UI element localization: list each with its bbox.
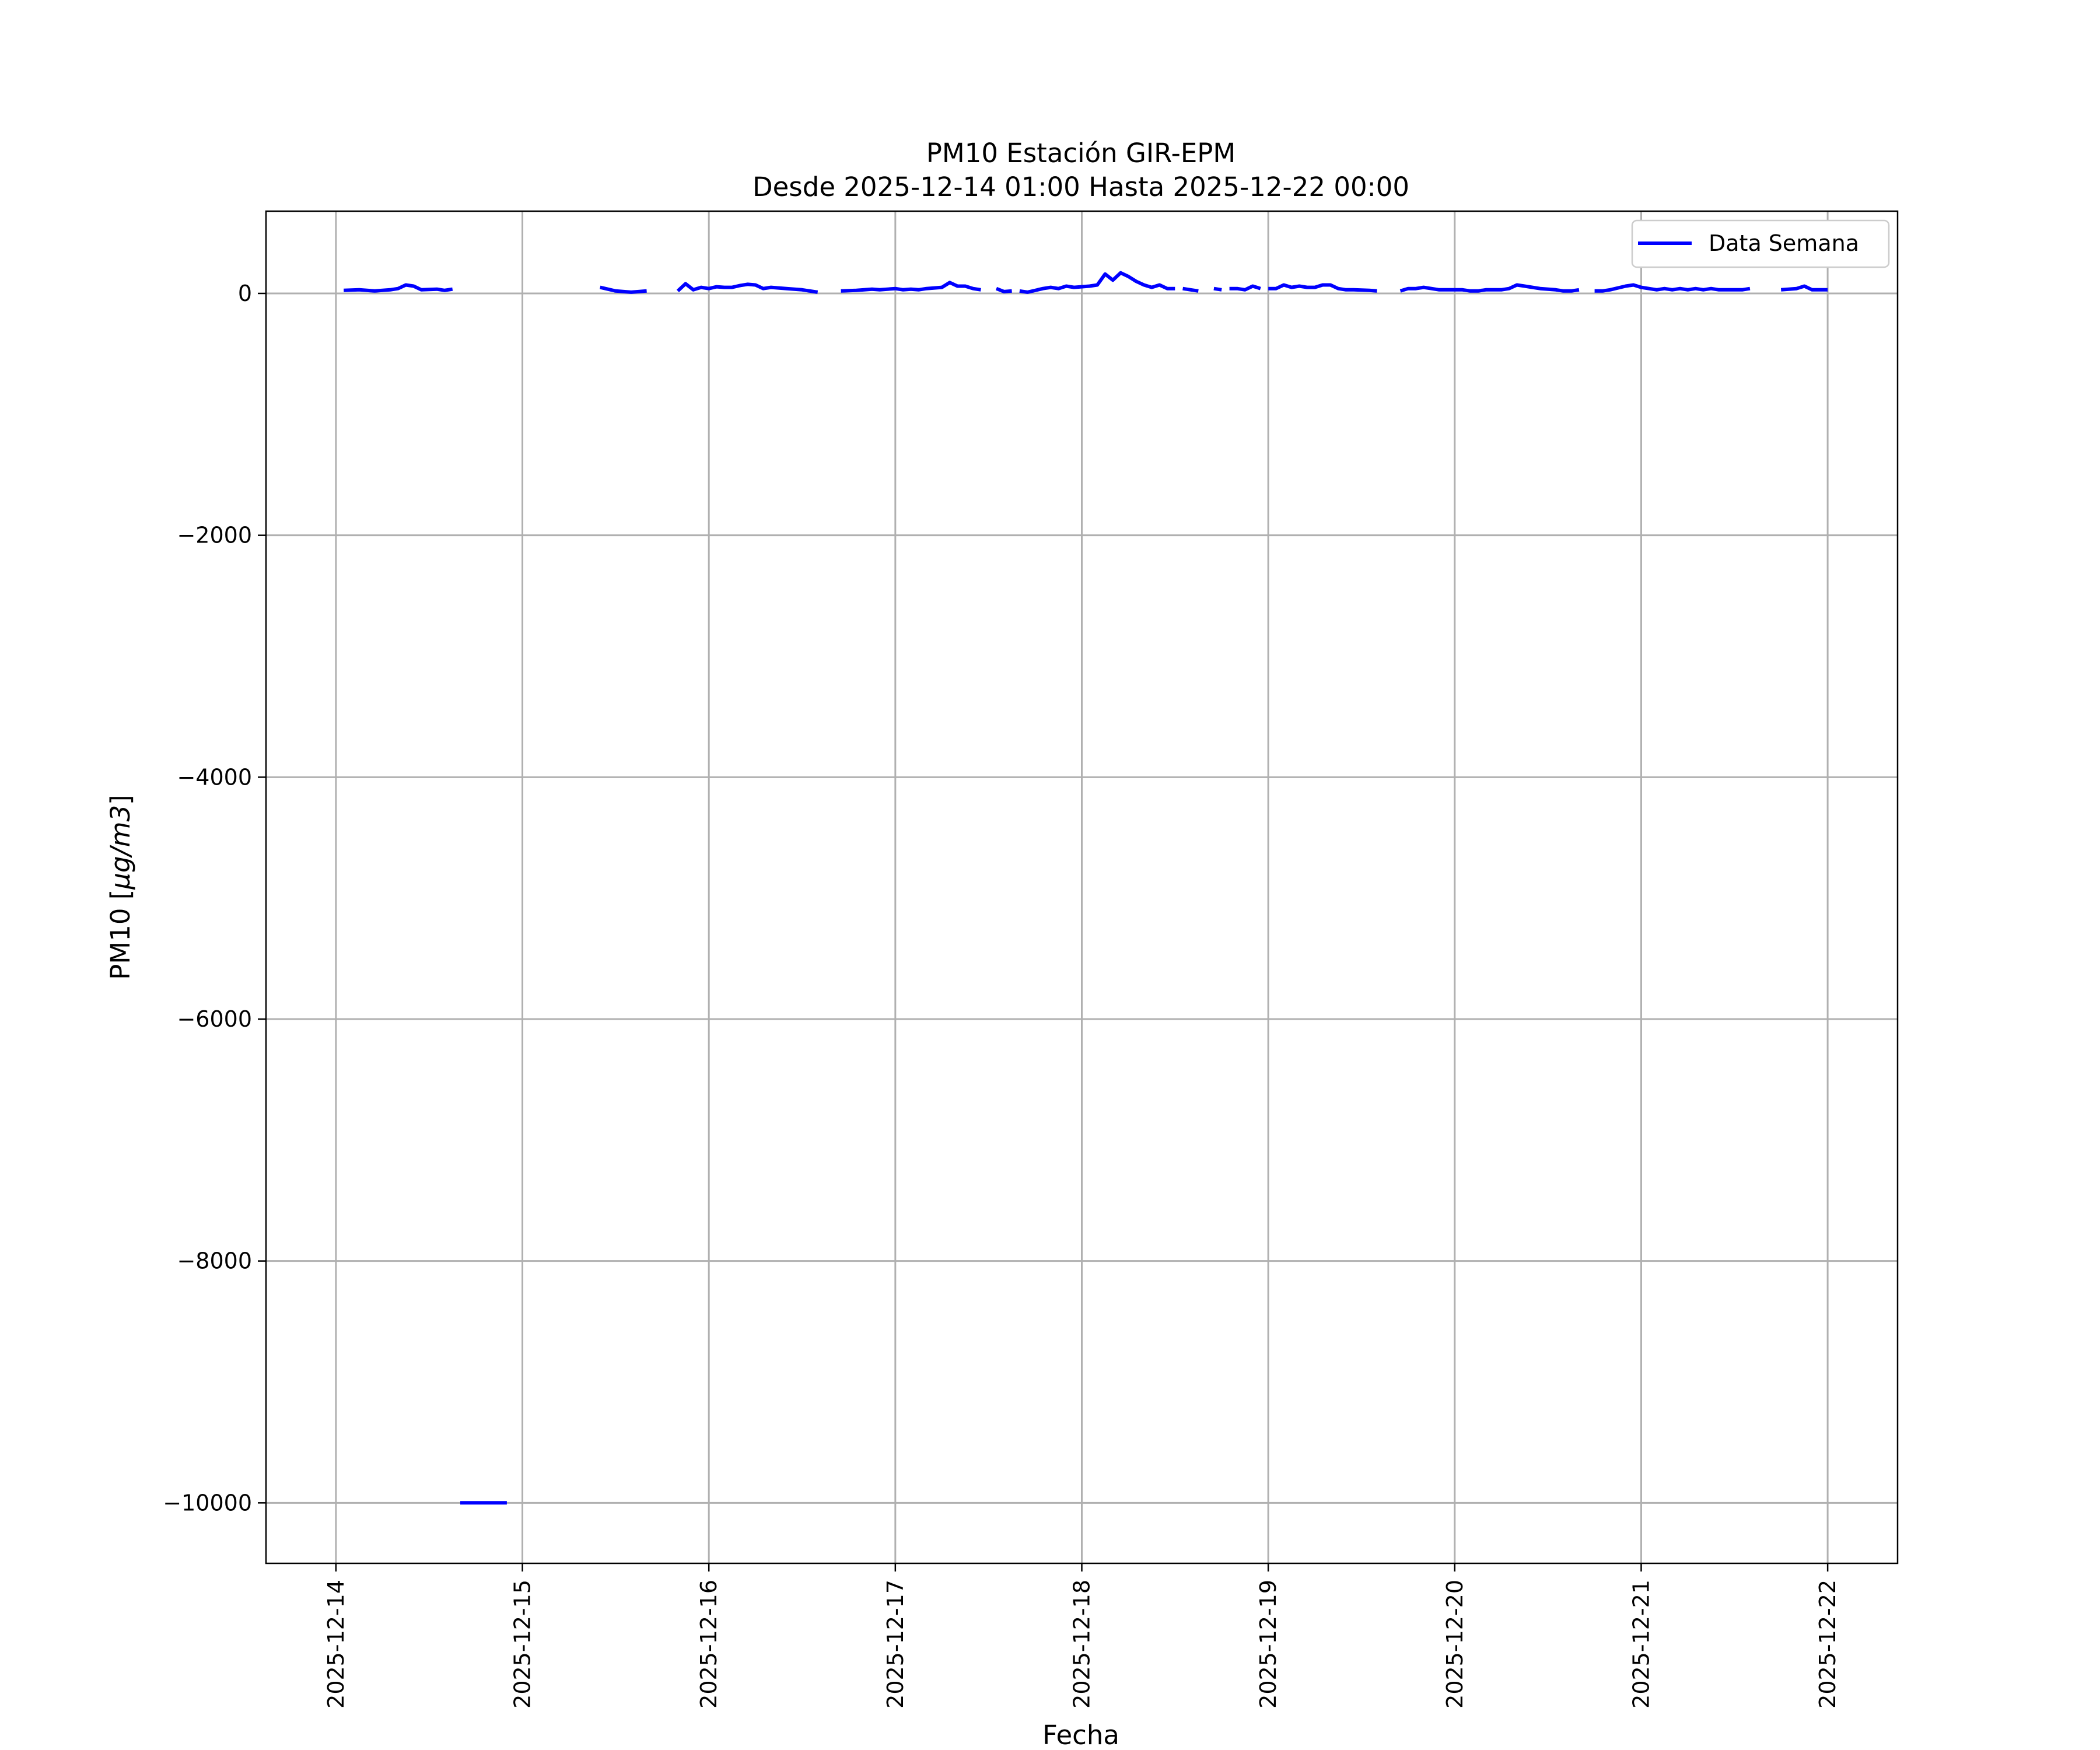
x-tick-label: 2025-12-21	[1628, 1580, 1654, 1709]
y-axis-label-unit: μg/m3	[105, 805, 136, 890]
x-tick-label: 2025-12-14	[323, 1580, 349, 1709]
series-line-data-semana	[344, 283, 453, 293]
y-tick-label: −4000	[177, 764, 252, 790]
series-layer	[344, 271, 1828, 1505]
legend: Data Semana	[1631, 219, 1890, 268]
x-tick-label: 2025-12-22	[1815, 1580, 1840, 1709]
grid-layer	[266, 211, 1898, 1563]
series-line-data-semana	[1399, 283, 1580, 293]
legend-entry-data-semana: Data Semana	[1709, 230, 1859, 256]
x-axis-ticks: 2025-12-14 2025-12-15 2025-12-16 2025-12-17…	[323, 1563, 1840, 1709]
series-line-data-semana	[676, 282, 818, 294]
series-line-data-semana	[1019, 271, 1175, 294]
y-tick-label: 0	[238, 281, 252, 306]
series-line-data-semana	[1268, 283, 1377, 293]
series-line-data-semana	[1229, 284, 1261, 292]
series-line-data-semana	[841, 281, 981, 293]
legend-box	[1631, 219, 1890, 268]
chart-title: PM10 Estación GIR-EPM	[926, 138, 1236, 169]
y-axis-ticks: 0 −2000 −4000 −6000 −8000 −10000	[163, 281, 266, 1516]
y-tick-label: −2000	[177, 523, 252, 548]
y-tick-label: −6000	[177, 1006, 252, 1032]
series-line-data-semana	[995, 286, 1012, 293]
y-axis-label-prefix: PM10 [	[105, 890, 136, 980]
y-axis-label-suffix: ]	[105, 794, 136, 805]
x-tick-label: 2025-12-17	[883, 1580, 908, 1709]
x-axis-label: Fecha	[1042, 1720, 1119, 1750]
series-line-data-semana	[600, 285, 647, 294]
series-line-data-semana	[1594, 283, 1751, 293]
x-tick-label: 2025-12-15	[510, 1580, 536, 1709]
x-tick-label: 2025-12-20	[1442, 1580, 1468, 1709]
y-tick-label: −8000	[177, 1248, 252, 1274]
y-axis-label: PM10 [μg/m3]	[105, 794, 136, 979]
chart-subtitle: Desde 2025-12-14 01:00 Hasta 2025-12-22 …	[752, 172, 1409, 202]
series-line-data-semana	[1213, 286, 1222, 292]
x-tick-label: 2025-12-18	[1069, 1580, 1095, 1709]
y-tick-label: −10000	[163, 1490, 252, 1516]
series-line-data-semana	[1780, 284, 1828, 292]
series-line-data-semana	[1182, 286, 1199, 293]
x-tick-label: 2025-12-19	[1255, 1580, 1281, 1709]
x-tick-label: 2025-12-16	[696, 1580, 722, 1709]
